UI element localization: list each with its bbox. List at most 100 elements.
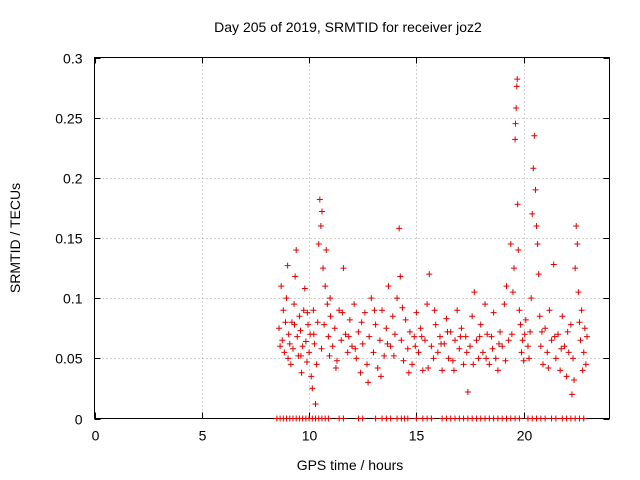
data-point (294, 333, 301, 340)
data-point (505, 337, 512, 344)
data-point (534, 241, 541, 248)
data-point (486, 361, 493, 368)
data-point (299, 343, 306, 350)
data-point (579, 367, 586, 374)
data-point (513, 105, 520, 112)
data-point (572, 265, 579, 272)
data-point (580, 349, 587, 356)
data-point (406, 328, 413, 335)
data-point (346, 316, 353, 323)
data-point (409, 361, 416, 368)
data-point (550, 261, 557, 268)
data-point (394, 295, 401, 302)
data-point (524, 343, 531, 350)
data-point (471, 289, 478, 296)
data-point (316, 196, 323, 203)
data-point (530, 165, 537, 172)
x-tick-label: 5 (199, 428, 207, 444)
data-point (368, 295, 375, 302)
baseline-markers (273, 415, 587, 422)
data-point (576, 319, 583, 326)
data-point (445, 355, 452, 362)
data-point (396, 225, 403, 232)
data-point (379, 307, 386, 314)
data-point (371, 307, 378, 314)
data-point (352, 345, 359, 352)
data-point (306, 349, 313, 356)
data-point (528, 295, 535, 302)
data-point (404, 345, 411, 352)
data-point (507, 241, 514, 248)
data-point (309, 385, 316, 392)
data-point (424, 301, 431, 308)
data-point (532, 186, 539, 193)
data-point (544, 349, 551, 356)
y-tick-label: 0 (75, 412, 83, 428)
data-point (520, 357, 527, 364)
data-point (558, 345, 565, 352)
data-point (329, 343, 336, 350)
y-tick-label: 0.25 (55, 111, 82, 127)
data-point (398, 337, 405, 344)
data-point (323, 247, 330, 254)
data-point (454, 307, 461, 314)
data-point (508, 331, 515, 338)
data-point (477, 321, 484, 328)
data-point (436, 333, 443, 340)
data-point (333, 357, 340, 364)
data-point (563, 373, 570, 380)
data-point (567, 321, 574, 328)
data-point (443, 315, 450, 322)
x-tick-label: 20 (517, 428, 533, 444)
chart-title: Day 205 of 2019, SRMTID for receiver joz… (214, 19, 482, 35)
data-point (581, 325, 588, 332)
plot-frame (94, 57, 610, 419)
data-point (327, 313, 334, 320)
data-point (280, 307, 287, 314)
data-point (514, 76, 521, 83)
data-point (521, 331, 528, 338)
data-point (483, 355, 490, 362)
data-point (426, 271, 433, 278)
data-point (391, 331, 398, 338)
data-point (418, 333, 425, 340)
data-point (546, 307, 553, 314)
data-point (535, 271, 542, 278)
data-point (469, 313, 476, 320)
data-point (536, 313, 543, 320)
data-point (516, 307, 523, 314)
data-point (315, 241, 322, 248)
data-point (514, 201, 521, 208)
data-point (300, 307, 307, 314)
data-point (279, 337, 286, 344)
data-point (555, 331, 561, 338)
data-point (557, 367, 564, 374)
data-point (488, 333, 495, 340)
data-point (512, 120, 519, 127)
data-point (438, 340, 445, 347)
data-point (318, 345, 325, 352)
baseline-point (387, 415, 394, 422)
baseline-point (516, 415, 523, 422)
baseline-point (580, 415, 587, 422)
data-point (390, 352, 397, 359)
data-point (303, 358, 310, 365)
data-point (285, 355, 292, 362)
data-point (366, 333, 373, 340)
data-point (538, 328, 545, 335)
data-point (497, 328, 504, 335)
data-point (522, 316, 529, 323)
data-point (339, 309, 346, 316)
data-point (370, 349, 377, 356)
data-point (304, 309, 311, 316)
data-point (473, 337, 480, 344)
data-point (297, 327, 304, 334)
baseline-point (325, 415, 332, 422)
baseline-point (413, 415, 420, 422)
data-point (574, 241, 581, 248)
data-point (450, 367, 457, 374)
x-tick-labels: 0 5 10 15 20 (92, 428, 533, 444)
data-point (345, 333, 352, 340)
x-tick-label: 10 (302, 428, 318, 444)
data-point (283, 295, 290, 302)
